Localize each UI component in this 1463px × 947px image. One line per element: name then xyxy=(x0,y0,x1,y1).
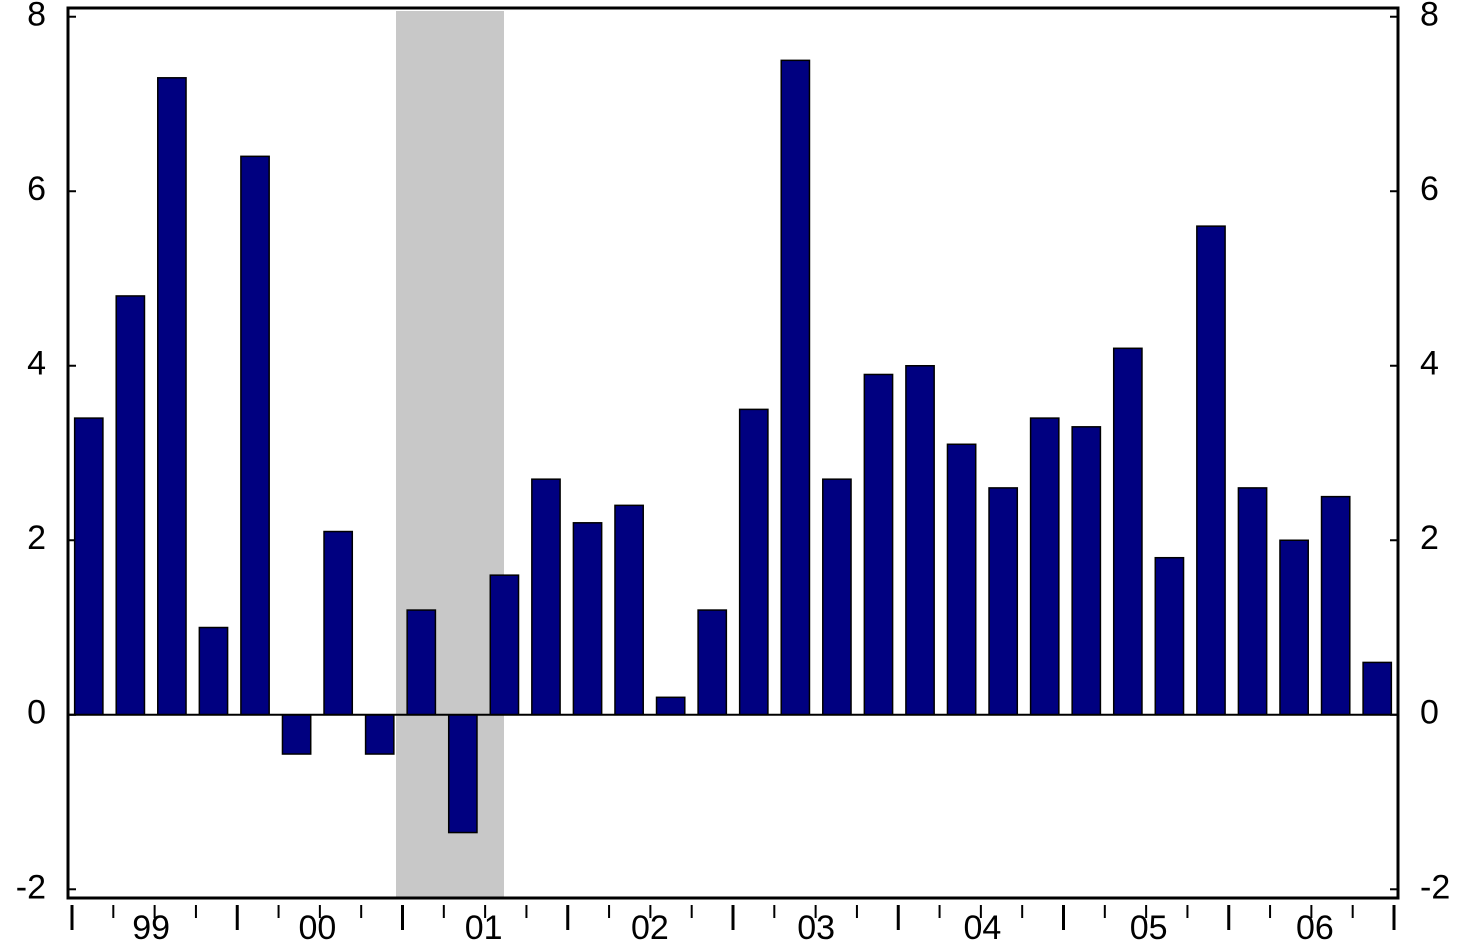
x-group-label: 00 xyxy=(298,909,336,947)
y-tick-label: 6 xyxy=(27,170,46,208)
y2-tick-label: -2 xyxy=(1420,868,1450,906)
bar xyxy=(1196,225,1226,716)
y2-tick-label: 0 xyxy=(1420,694,1439,732)
y-tick-label: -2 xyxy=(16,868,46,906)
bar xyxy=(1237,487,1268,716)
bar xyxy=(157,77,187,716)
plot-frame xyxy=(66,6,1400,900)
bar xyxy=(905,364,935,716)
bar xyxy=(1029,417,1060,716)
bar xyxy=(738,408,769,716)
bar xyxy=(863,373,894,716)
bar xyxy=(531,478,561,716)
bar xyxy=(281,714,312,755)
bar xyxy=(489,574,520,716)
bar xyxy=(822,478,852,716)
x-group-label: 01 xyxy=(465,909,503,947)
bar xyxy=(1112,347,1143,716)
x-group-label: 06 xyxy=(1296,909,1334,947)
bar xyxy=(323,530,354,716)
bar xyxy=(697,609,728,716)
y-tick-label: 0 xyxy=(27,694,46,732)
bar xyxy=(198,626,229,716)
x-group-label: 02 xyxy=(631,909,669,947)
bar xyxy=(655,696,686,716)
bar xyxy=(1320,495,1351,716)
y2-tick-label: 2 xyxy=(1420,519,1439,557)
bar xyxy=(780,59,811,716)
bar xyxy=(1071,426,1102,716)
y-tick-label: 4 xyxy=(27,345,46,383)
y2-tick-label: 4 xyxy=(1420,345,1439,383)
bar xyxy=(988,487,1019,716)
bar xyxy=(946,443,977,716)
x-group-label: 99 xyxy=(132,909,170,947)
bar xyxy=(1279,539,1309,716)
y2-tick-label: 8 xyxy=(1420,0,1439,34)
bar xyxy=(1362,661,1393,716)
x-group-label: 05 xyxy=(1130,909,1168,947)
y2-tick-label: 6 xyxy=(1420,170,1439,208)
bar xyxy=(1154,556,1185,716)
bar xyxy=(73,417,104,716)
bar xyxy=(406,609,437,716)
x-group-label: 03 xyxy=(797,909,835,947)
bar xyxy=(240,155,270,716)
y-tick-label: 2 xyxy=(27,519,46,557)
x-group-label: 04 xyxy=(963,909,1001,947)
bar xyxy=(614,504,644,716)
bar xyxy=(115,295,146,716)
bar xyxy=(447,714,478,834)
y-tick-label: 8 xyxy=(27,0,46,34)
bar xyxy=(364,714,395,755)
bar xyxy=(572,522,603,716)
